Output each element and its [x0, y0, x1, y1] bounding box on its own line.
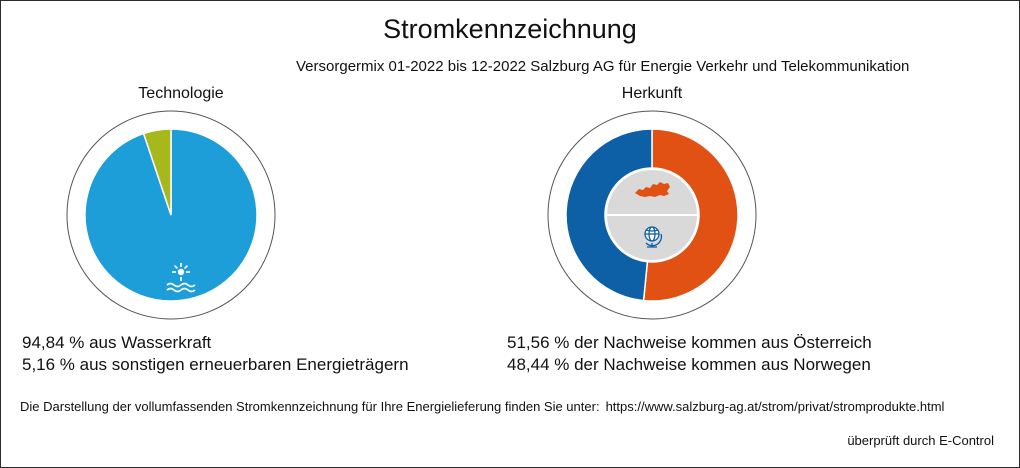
herkunft-donut-chart — [547, 110, 757, 320]
herkunft-label-norwegen: 48,44 % der Nachweise kommen aus Norwege… — [507, 355, 871, 374]
subtitle: Versorgermix 01-2022 bis 12-2022 Salzbur… — [296, 58, 910, 75]
verified-by-note: überprüft durch E-Control — [847, 433, 994, 448]
globe-icon — [644, 226, 663, 248]
footer-text: Die Darstellung der vollumfassenden Stro… — [20, 399, 600, 414]
herkunft-title: Herkunft — [621, 85, 683, 102]
herkunft-label-oesterreich: 51,56 % der Nachweise kommen aus Österre… — [507, 333, 872, 352]
stromprodukte-link[interactable]: https://www.salzburg-ag.at/strom/privat/… — [605, 399, 945, 414]
technologie-title: Technologie — [138, 85, 224, 102]
technologie-pie-chart — [66, 110, 276, 320]
austria-map-icon — [635, 182, 670, 197]
technologie-slice-2 — [142, 128, 172, 216]
page-title: Stromkennzeichnung — [383, 14, 637, 44]
technologie-label-wasserkraft: 94,84 % aus Wasserkraft — [22, 333, 212, 352]
water-power-icon — [166, 263, 196, 293]
technologie-label-sonstige: 5,16 % aus sonstigen erneuerbaren Energi… — [22, 355, 409, 374]
footer-note: Die Darstellung der vollumfassenden Stro… — [20, 399, 944, 414]
